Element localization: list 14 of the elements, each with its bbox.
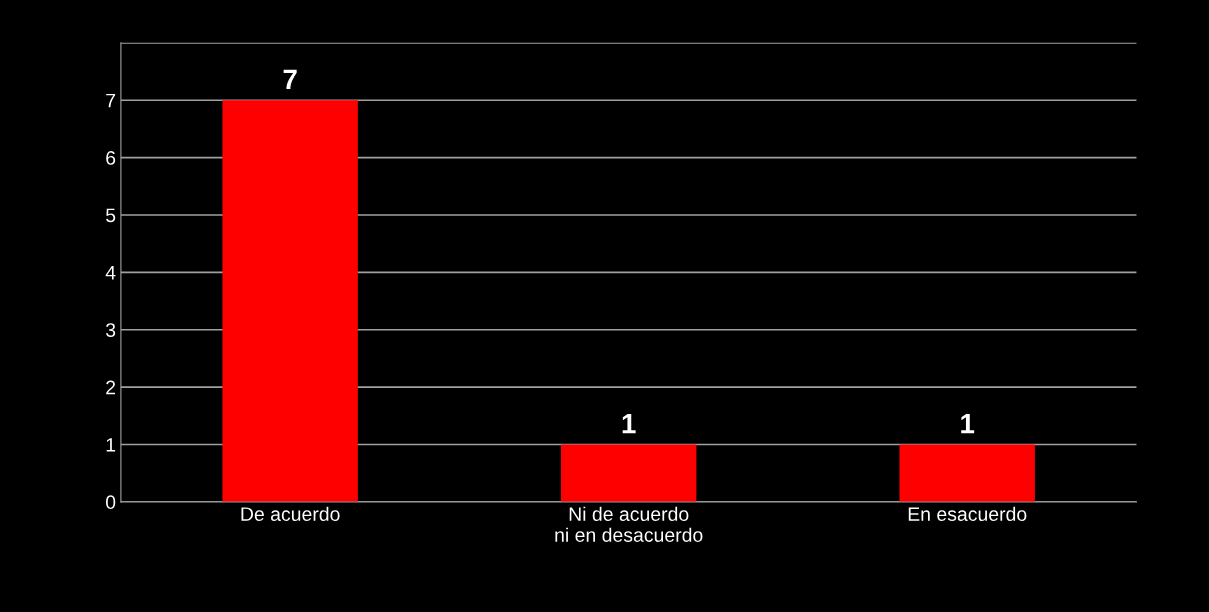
- data-label: 1: [961, 414, 975, 434]
- x-tick-label: De acuerdo: [241, 506, 340, 521]
- y-tick-label: 3: [105, 323, 116, 337]
- y-tick-label: 7: [106, 93, 116, 108]
- y-tick-label: 6: [106, 151, 116, 165]
- y-tick-label: 0: [105, 495, 116, 510]
- y-tick-label: 2: [106, 380, 116, 395]
- y-tick-label: 4: [105, 266, 116, 280]
- data-label: 1: [622, 414, 636, 434]
- data-label: 7: [283, 69, 297, 89]
- x-tick-label: Ni de acuerdo ni en desacuerdo: [555, 506, 703, 542]
- y-tick-label: 5: [106, 208, 116, 223]
- y-tick-label: 1: [106, 438, 116, 452]
- x-tick-label: En esacuerdo: [908, 506, 1027, 521]
